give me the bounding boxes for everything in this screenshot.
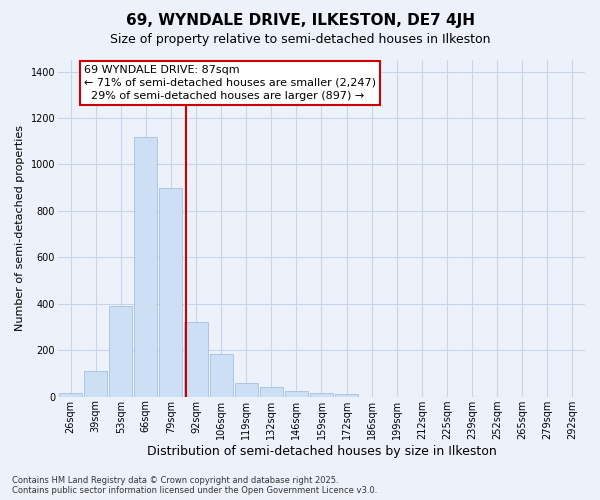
Bar	[235, 382, 258, 396]
Bar	[184, 322, 208, 396]
Bar	[310, 393, 333, 396]
X-axis label: Distribution of semi-detached houses by size in Ilkeston: Distribution of semi-detached houses by …	[146, 444, 496, 458]
Bar	[109, 306, 132, 396]
Text: 69 WYNDALE DRIVE: 87sqm
← 71% of semi-detached houses are smaller (2,247)
  29% : 69 WYNDALE DRIVE: 87sqm ← 71% of semi-de…	[85, 64, 376, 101]
Text: Size of property relative to semi-detached houses in Ilkeston: Size of property relative to semi-detach…	[110, 32, 490, 46]
Bar	[335, 394, 358, 396]
Bar	[84, 371, 107, 396]
Text: Contains HM Land Registry data © Crown copyright and database right 2025.
Contai: Contains HM Land Registry data © Crown c…	[12, 476, 377, 495]
Bar	[160, 188, 182, 396]
Bar	[59, 393, 82, 396]
Bar	[134, 136, 157, 396]
Bar	[285, 391, 308, 396]
Text: 69, WYNDALE DRIVE, ILKESTON, DE7 4JH: 69, WYNDALE DRIVE, ILKESTON, DE7 4JH	[125, 12, 475, 28]
Y-axis label: Number of semi-detached properties: Number of semi-detached properties	[15, 126, 25, 332]
Bar	[209, 354, 233, 397]
Bar	[260, 388, 283, 396]
